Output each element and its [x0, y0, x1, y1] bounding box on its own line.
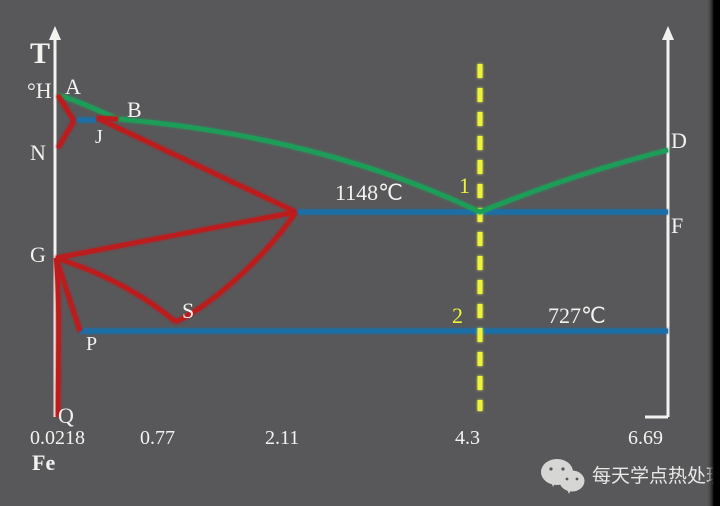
svg-text:0.77: 0.77: [140, 427, 175, 449]
svg-text:0.0218: 0.0218: [30, 427, 85, 449]
svg-text:P: P: [86, 333, 97, 355]
svg-text:4.3: 4.3: [455, 427, 480, 449]
svg-text:B: B: [127, 97, 142, 122]
svg-text:727℃: 727℃: [548, 303, 606, 328]
svg-text:2.11: 2.11: [265, 427, 299, 449]
svg-text:°H: °H: [27, 78, 52, 103]
svg-text:J: J: [95, 126, 103, 148]
svg-text:1148℃: 1148℃: [335, 180, 403, 205]
svg-text:A: A: [65, 74, 81, 99]
svg-text:2: 2: [452, 303, 463, 328]
svg-text:T: T: [30, 37, 50, 70]
svg-text:1: 1: [459, 173, 470, 198]
svg-text:S: S: [182, 298, 194, 323]
svg-text:Fe: Fe: [32, 450, 55, 475]
svg-text:F: F: [671, 213, 683, 238]
svg-text:G: G: [30, 242, 46, 267]
svg-text:N: N: [30, 140, 46, 165]
svg-text:Q: Q: [58, 403, 74, 428]
svg-text:D: D: [671, 128, 687, 153]
svg-text:6.69: 6.69: [628, 427, 663, 449]
